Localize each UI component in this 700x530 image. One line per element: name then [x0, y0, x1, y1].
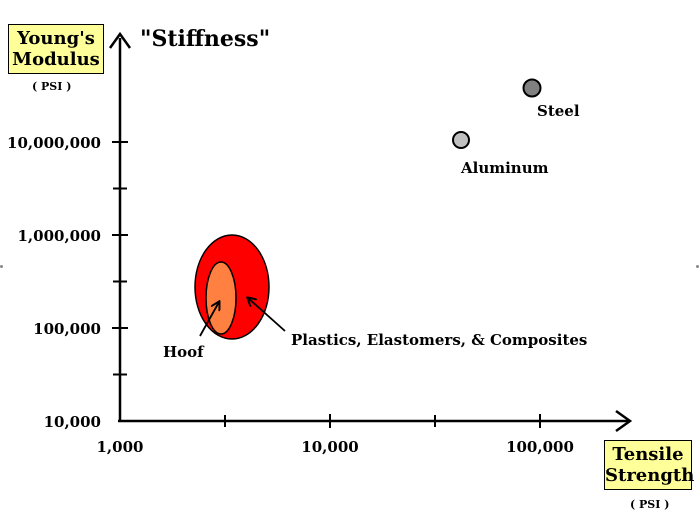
- aluminum-label: Aluminum: [460, 159, 549, 177]
- chart-title: "Stiffness": [140, 26, 271, 52]
- hoof-region: [205, 261, 237, 335]
- hoof-label: Hoof: [163, 343, 205, 361]
- aluminum-point: [452, 131, 470, 149]
- y-tick-label: 10,000,000: [7, 134, 101, 152]
- x-axis-label-line2: Strength: [605, 465, 695, 486]
- x-axis-label: Tensile Strength: [604, 440, 695, 490]
- y-axis-arrowhead: [108, 31, 132, 49]
- x-tick-label: 100,000: [506, 438, 574, 456]
- x-axis-unit: ( PSI ): [630, 498, 670, 511]
- y-axis-label-line2: Modulus: [12, 49, 100, 70]
- y-tick-label: 1,000,000: [17, 227, 101, 245]
- hoof-annotation-arrow: [199, 302, 219, 337]
- y-tick-label: 100,000: [33, 320, 101, 338]
- steel-label: Steel: [537, 102, 580, 120]
- axis-ticks: [112, 141, 541, 428]
- x-axis-label-line1: Tensile: [612, 444, 684, 465]
- y-axis-label-line1: Young's: [17, 28, 95, 49]
- axis-tick-labels: 1,000 10,000 100,000 10,000 100,000 1,000,000…: [7, 134, 574, 456]
- x-axis-arrowhead: [615, 409, 633, 433]
- edge-dot-right: [696, 265, 699, 268]
- y-axis-label: Young's Modulus: [8, 24, 104, 74]
- steel-point: [522, 78, 542, 98]
- plastics-label: Plastics, Elastomers, & Composites: [291, 331, 587, 349]
- x-tick-label: 10,000: [301, 438, 358, 456]
- plastics-annotation-arrow: [248, 298, 286, 332]
- y-tick-label: 10,000: [44, 413, 101, 431]
- edge-dot-left: [0, 265, 3, 268]
- y-axis-unit: ( PSI ): [32, 80, 72, 93]
- x-tick-label: 1,000: [97, 438, 144, 456]
